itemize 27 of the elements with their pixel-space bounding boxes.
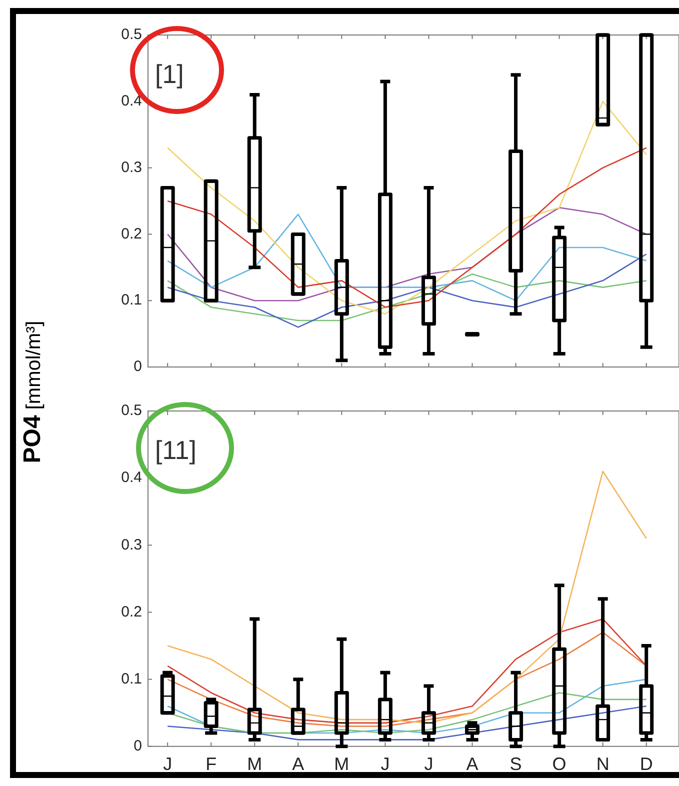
x-tick-label: A [466,754,478,774]
x-tick-label: S [510,754,522,774]
x-tick-label: N [596,754,610,774]
x-tick-label: F [206,754,217,774]
y-tick-label: 0.5 [121,402,142,420]
y-tick-label: 0.4 [121,469,142,486]
y-tick-label: 0.3 [121,536,142,554]
y-tick-label: 0.1 [121,292,142,309]
x-tick-label: J [380,754,390,774]
y-tick-label: 0.2 [121,225,142,242]
x-tick-label: D [640,754,653,774]
x-tick-label: O [552,754,566,774]
x-tick-label: M [334,754,350,774]
y-axis-title: PO4 [mmol/m³] [19,320,46,464]
x-tick-label: J [424,754,434,774]
y-tick-label: 0.4 [121,92,142,110]
x-tick-label: J [163,754,172,774]
y-tick-label: 0 [134,738,142,755]
y-tick-label: 0.1 [121,670,142,688]
x-tick-label: M [247,754,262,774]
y-tick-label: 0.5 [121,26,142,44]
annotation: [11] [155,435,196,466]
x-tick-label: A [292,754,304,774]
y-tick-label: 0 [134,358,142,376]
y-tick-label: 0.3 [121,158,142,176]
y-tick-label: 0.2 [121,603,142,620]
annotation: [1] [155,59,184,90]
